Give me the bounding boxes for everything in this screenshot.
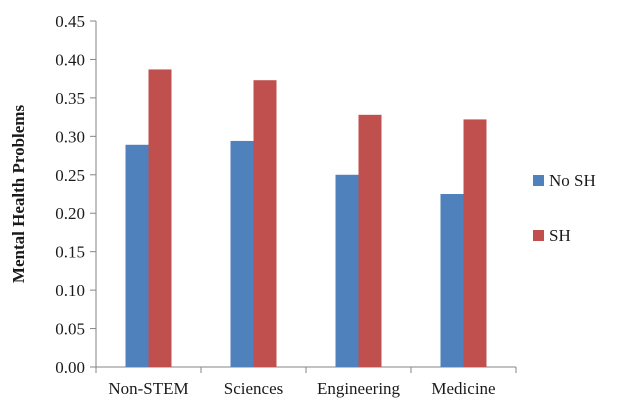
y-axis: 0.00 0.05 0.10 0.15 0.20 0.25 0.30 0.35 0.40 0.45 <box>55 12 96 377</box>
bar-no-sh-sciences <box>231 141 254 367</box>
y-tick-label: 0.10 <box>55 281 85 300</box>
legend-label: SH <box>549 226 571 245</box>
y-tick-label: 0.25 <box>55 166 85 185</box>
x-tick-label: Medicine <box>431 379 495 398</box>
legend-label: No SH <box>549 171 596 190</box>
y-tick-label: 0.45 <box>55 12 85 31</box>
y-tick-label: 0.35 <box>55 89 85 108</box>
legend-swatch <box>533 230 544 241</box>
y-tick-label: 0.20 <box>55 204 85 223</box>
bar-sh-sciences <box>254 80 277 367</box>
bar-no-sh-medicine <box>441 194 464 367</box>
y-tick-label: 0.15 <box>55 243 85 262</box>
y-tick-label: 0.00 <box>55 358 85 377</box>
x-tick-label: Sciences <box>224 379 283 398</box>
bar-no-sh-engineering <box>336 175 359 367</box>
bar-sh-medicine <box>464 119 487 367</box>
x-axis: Non-STEM Sciences Engineering Medicine <box>96 367 516 398</box>
x-tick-label: Engineering <box>317 379 401 398</box>
x-tick-label: Non-STEM <box>108 379 188 398</box>
legend: No SH SH <box>533 171 596 245</box>
bar-sh-non-stem <box>149 69 172 367</box>
legend-swatch <box>533 175 544 186</box>
y-tick-label: 0.40 <box>55 50 85 69</box>
bar-sh-engineering <box>359 115 382 367</box>
y-tick-label: 0.30 <box>55 127 85 146</box>
bar-no-sh-non-stem <box>126 145 149 367</box>
y-axis-title: Mental Health Problems <box>9 105 28 284</box>
y-tick-label: 0.05 <box>55 320 85 339</box>
bars <box>126 69 487 367</box>
